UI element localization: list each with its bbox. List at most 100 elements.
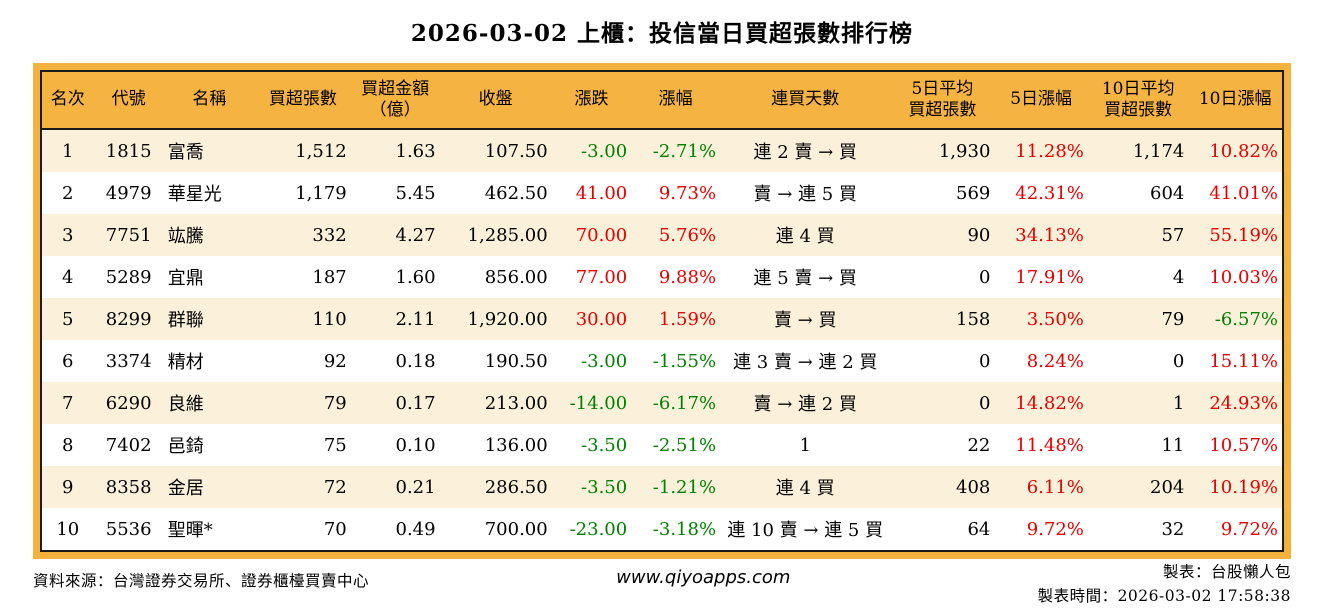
- cell-avg5: 408: [890, 466, 995, 508]
- cell-pct10: -6.57%: [1188, 298, 1282, 340]
- cell-streak: 賣 → 連 2 買: [720, 382, 891, 424]
- cell-change_pct: -1.55%: [631, 340, 721, 382]
- cell-name: 宜鼎: [163, 256, 255, 298]
- cell-code: 8358: [93, 466, 164, 508]
- cell-pct10: 24.93%: [1188, 382, 1282, 424]
- cell-change: 77.00: [551, 256, 632, 298]
- cell-net_buy: 75: [254, 424, 351, 466]
- site-url: www.qiyoapps.com: [616, 567, 791, 588]
- cell-pct5: 11.48%: [994, 424, 1088, 466]
- cell-name: 精材: [163, 340, 255, 382]
- header-cell-change_pct: 漲幅: [631, 72, 721, 130]
- cell-net_buy: 72: [254, 466, 351, 508]
- table-row: 5 8299 群聯 110 2.11 1,920.00 30.00 1.59% 賣 → 買 158…: [42, 298, 1282, 340]
- cell-close: 700.00: [439, 508, 552, 550]
- table-frame: 名次 代號 名稱 買超張數 買超金額 （億） 收盤 漲跌 漲幅 連買天數 5日平均 買超張數 5日漲…: [33, 63, 1291, 559]
- cell-avg10: 604: [1087, 172, 1189, 214]
- header-cell-name: 名稱: [163, 72, 255, 130]
- cell-pct5: 8.24%: [994, 340, 1088, 382]
- table-inner-border: 名次 代號 名稱 買超張數 買超金額 （億） 收盤 漲跌 漲幅 連買天數 5日平均 買超張數 5日漲…: [40, 70, 1284, 552]
- cell-net_buy: 1,179: [254, 172, 351, 214]
- cell-amount: 1.60: [350, 256, 440, 298]
- cell-rank: 1: [42, 129, 94, 172]
- cell-amount: 0.49: [350, 508, 440, 550]
- cell-code: 4979: [93, 172, 164, 214]
- cell-streak: 1: [720, 424, 891, 466]
- cell-avg10: 57: [1087, 214, 1189, 256]
- cell-streak: 連 2 賣 → 買: [720, 129, 891, 172]
- cell-net_buy: 110: [254, 298, 351, 340]
- cell-amount: 4.27: [350, 214, 440, 256]
- cell-close: 136.00: [439, 424, 552, 466]
- cell-streak: 連 10 賣 → 連 5 買: [720, 508, 891, 550]
- cell-avg5: 0: [890, 382, 995, 424]
- cell-rank: 8: [42, 424, 94, 466]
- cell-streak: 連 4 買: [720, 466, 891, 508]
- cell-change_pct: 1.59%: [631, 298, 721, 340]
- cell-avg5: 22: [890, 424, 995, 466]
- cell-code: 1815: [93, 129, 164, 172]
- cell-pct10: 55.19%: [1188, 214, 1282, 256]
- cell-amount: 2.11: [350, 298, 440, 340]
- header-cell-avg5: 5日平均 買超張數: [890, 72, 995, 130]
- cell-net_buy: 92: [254, 340, 351, 382]
- cell-streak: 連 3 賣 → 連 2 買: [720, 340, 891, 382]
- table-row: 1 1815 富喬 1,512 1.63 107.50 -3.00 -2.71% 連 2 賣 →…: [42, 129, 1282, 172]
- cell-code: 5289: [93, 256, 164, 298]
- cell-avg10: 11: [1087, 424, 1189, 466]
- cell-pct5: 9.72%: [994, 508, 1088, 550]
- header-cell-pct10: 10日漲幅: [1188, 72, 1282, 130]
- cell-close: 190.50: [439, 340, 552, 382]
- cell-streak: 賣 → 買: [720, 298, 891, 340]
- cell-amount: 5.45: [350, 172, 440, 214]
- cell-streak: 連 4 買: [720, 214, 891, 256]
- cell-avg10: 79: [1087, 298, 1189, 340]
- cell-net_buy: 187: [254, 256, 351, 298]
- table-row: 6 3374 精材 92 0.18 190.50 -3.00 -1.55% 連 3 賣 → 連 …: [42, 340, 1282, 382]
- cell-amount: 0.18: [350, 340, 440, 382]
- cell-avg5: 1,930: [890, 129, 995, 172]
- cell-pct5: 17.91%: [994, 256, 1088, 298]
- cell-change_pct: -3.18%: [631, 508, 721, 550]
- cell-change_pct: 9.88%: [631, 256, 721, 298]
- cell-pct5: 3.50%: [994, 298, 1088, 340]
- cell-net_buy: 1,512: [254, 129, 351, 172]
- cell-close: 462.50: [439, 172, 552, 214]
- cell-avg10: 32: [1087, 508, 1189, 550]
- cell-rank: 5: [42, 298, 94, 340]
- cell-amount: 0.10: [350, 424, 440, 466]
- table-row: 9 8358 金居 72 0.21 286.50 -3.50 -1.21% 連 4 買 408 6.…: [42, 466, 1282, 508]
- cell-code: 6290: [93, 382, 164, 424]
- cell-change: 41.00: [551, 172, 632, 214]
- cell-avg10: 1: [1087, 382, 1189, 424]
- cell-change_pct: -2.51%: [631, 424, 721, 466]
- header-cell-close: 收盤: [439, 72, 552, 130]
- header-cell-amount: 買超金額 （億）: [350, 72, 440, 130]
- cell-net_buy: 79: [254, 382, 351, 424]
- cell-change: -3.00: [551, 129, 632, 172]
- cell-code: 7402: [93, 424, 164, 466]
- cell-avg5: 90: [890, 214, 995, 256]
- cell-name: 聖暉*: [163, 508, 255, 550]
- header-cell-pct5: 5日漲幅: [994, 72, 1088, 130]
- cell-rank: 3: [42, 214, 94, 256]
- header-cell-code: 代號: [93, 72, 164, 130]
- footer-made-by: 製表：台股懶人包 製表時間：2026-03-02 17:58:38: [1038, 560, 1291, 608]
- cell-avg10: 0: [1087, 340, 1189, 382]
- header-cell-streak: 連買天數: [720, 72, 891, 130]
- header-cell-change: 漲跌: [551, 72, 632, 130]
- cell-name: 華星光: [163, 172, 255, 214]
- cell-name: 群聯: [163, 298, 255, 340]
- cell-code: 8299: [93, 298, 164, 340]
- cell-amount: 0.21: [350, 466, 440, 508]
- table-row: 7 6290 良維 79 0.17 213.00 -14.00 -6.17% 賣 → 連 2 買…: [42, 382, 1282, 424]
- footer: 資料來源：台灣證券交易所、證券櫃檯買賣中心 www.qiyoapps.com 製…: [33, 560, 1291, 608]
- footer-source: 資料來源：台灣證券交易所、證券櫃檯買賣中心: [33, 572, 370, 590]
- cell-name: 富喬: [163, 129, 255, 172]
- cell-change: -23.00: [551, 508, 632, 550]
- cell-change: -3.50: [551, 424, 632, 466]
- table-header-row: 名次 代號 名稱 買超張數 買超金額 （億） 收盤 漲跌 漲幅 連買天數 5日平均 買超張數 5日漲…: [42, 72, 1282, 130]
- table-row: 8 7402 邑錡 75 0.10 136.00 -3.50 -2.51% 1 22 11.48% 1…: [42, 424, 1282, 466]
- cell-change: -14.00: [551, 382, 632, 424]
- header-cell-avg10: 10日平均 買超張數: [1087, 72, 1189, 130]
